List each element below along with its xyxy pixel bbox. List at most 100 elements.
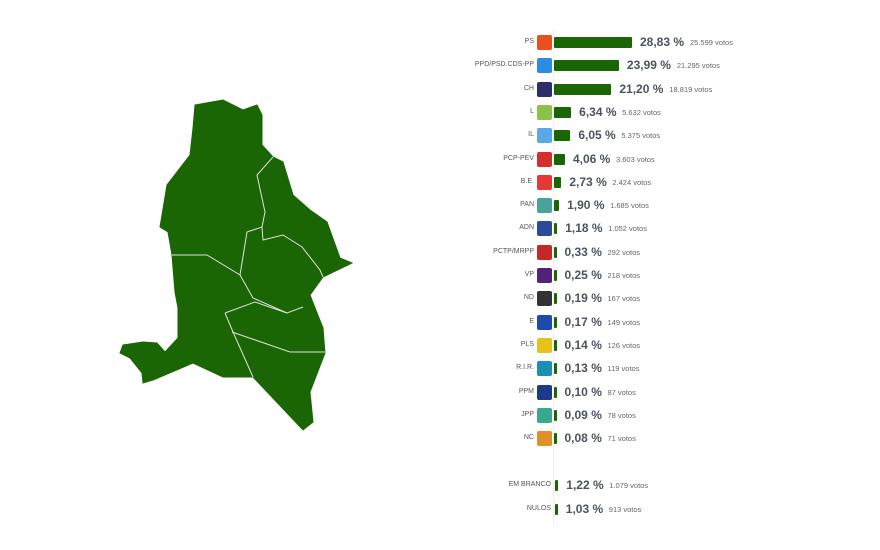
nd-logo-icon xyxy=(537,291,552,307)
party-row[interactable]: ND 0,19 % 167 votos xyxy=(0,290,880,308)
nc-logo-icon xyxy=(537,431,552,447)
result-bar xyxy=(554,83,612,95)
percent-label: 0,09 % xyxy=(564,407,602,422)
party-label: B.E. xyxy=(520,177,534,185)
party-label: PCTP/MRPP xyxy=(493,247,534,255)
party-row[interactable]: NC 0,08 % 71 votos xyxy=(0,430,880,448)
result-bar xyxy=(554,433,557,445)
percent-label: 0,14 % xyxy=(564,337,602,352)
volt-logo-icon xyxy=(537,268,552,283)
percent-label: 0,33 % xyxy=(564,244,602,259)
result-bar xyxy=(555,503,558,515)
result-bar xyxy=(554,176,562,188)
percent-label: 28,83 % xyxy=(640,35,685,49)
percent-label: 4,06 % xyxy=(572,151,611,166)
party-label: NULOS xyxy=(526,504,551,512)
party-label: PAN xyxy=(520,201,534,209)
percent-label: 0,17 % xyxy=(564,314,602,329)
votes-label: 18.819 votos xyxy=(669,84,713,94)
votes-label: 913 votos xyxy=(608,504,642,514)
votes-label: 5.375 votos xyxy=(621,131,661,141)
votes-label: 167 votos xyxy=(607,294,641,304)
party-label: R.I.R. xyxy=(516,364,534,372)
percent-label: 1,18 % xyxy=(565,221,603,236)
pls-logo-icon xyxy=(537,337,552,353)
party-row[interactable]: PAN 1,90 % 1.685 votos xyxy=(0,197,880,215)
party-label: L xyxy=(530,107,534,115)
result-bar xyxy=(554,223,558,235)
result-bar xyxy=(554,293,557,305)
il-logo-icon xyxy=(537,128,552,144)
votes-label: 71 votos xyxy=(607,434,636,444)
party-row[interactable]: B.E. 2,73 % 2.424 votos xyxy=(0,174,880,192)
party-row[interactable]: E 0,17 % 149 votos xyxy=(0,314,880,332)
percent-label: 1,03 % xyxy=(565,501,604,516)
party-row[interactable]: PPD/PSD.CDS-PP 23,99 % 21.295 votos xyxy=(0,57,880,75)
party-row[interactable]: JPP 0,09 % 78 votos xyxy=(0,407,880,425)
result-bar xyxy=(554,409,557,421)
votes-label: 292 votos xyxy=(607,247,641,257)
mrpp-logo-icon xyxy=(537,244,552,260)
rir-logo-icon xyxy=(537,361,552,377)
party-row[interactable]: R.I.R. 0,13 % 119 votos xyxy=(0,360,880,378)
party-label: NC xyxy=(523,434,534,442)
party-row[interactable]: CH 21,20 % 18.819 votos xyxy=(0,81,880,99)
votes-label: 21.295 votos xyxy=(676,61,720,71)
votes-label: 3.603 votos xyxy=(615,154,655,164)
party-label: PLS xyxy=(520,340,534,348)
votes-label: 1.052 votos xyxy=(608,224,647,234)
party-label: VP xyxy=(524,271,534,278)
ad-logo-icon xyxy=(537,58,552,74)
party-row[interactable]: ADN 1,18 % 1.052 votos xyxy=(0,220,880,238)
party-row[interactable]: EM BRANCO 1,22 % 1.079 votos xyxy=(0,477,880,495)
votes-label: 218 votos xyxy=(607,271,641,280)
party-label: ND xyxy=(523,294,534,302)
result-bar xyxy=(554,386,557,398)
votes-label: 5.632 votos xyxy=(622,107,661,117)
party-label: PPM xyxy=(518,387,534,395)
result-bar xyxy=(554,130,571,142)
party-label: PPD/PSD.CDS-PP xyxy=(474,61,534,69)
party-row[interactable]: PPM 0,10 % 87 votos xyxy=(0,384,880,402)
result-bar xyxy=(554,246,557,258)
votes-label: 1.685 votos xyxy=(610,201,649,211)
cdu-logo-icon xyxy=(537,151,552,167)
result-bar xyxy=(554,153,565,165)
percent-label: 21,20 % xyxy=(619,81,664,96)
party-label: PS xyxy=(524,38,534,45)
chega-logo-icon xyxy=(537,81,552,97)
result-bar xyxy=(554,200,560,212)
party-row[interactable]: VP 0,25 % 218 votos xyxy=(0,267,880,285)
parish-borders xyxy=(172,156,325,378)
pan-logo-icon xyxy=(537,198,552,214)
party-label: JPP xyxy=(521,410,534,418)
party-row[interactable]: PS 28,83 % 25.599 votos xyxy=(0,34,880,52)
be-star-icon xyxy=(537,174,552,190)
party-row[interactable]: IL 6,05 % 5.375 votos xyxy=(0,127,880,145)
votes-label: 149 votos xyxy=(607,317,641,327)
party-row[interactable]: PCTP/MRPP 0,33 % 292 votos xyxy=(0,244,880,262)
percent-label: 0,13 % xyxy=(564,361,602,376)
chart-axis-line xyxy=(553,30,554,525)
result-bar xyxy=(554,363,557,375)
ppm-logo-icon xyxy=(537,384,552,400)
party-row[interactable]: PCP-PEV 4,06 % 3.603 votos xyxy=(0,151,880,169)
votes-label: 78 votos xyxy=(607,410,636,420)
percent-label: 0,10 % xyxy=(564,384,602,399)
party-row[interactable]: L 6,34 % 5.632 votos xyxy=(0,104,880,122)
adn-logo-icon xyxy=(537,221,552,237)
ergue-te-logo-icon xyxy=(537,314,552,330)
party-row[interactable]: NULOS 1,03 % 913 votos xyxy=(0,501,880,519)
map-region-outline[interactable] xyxy=(119,99,354,431)
votes-label: 1.079 votos xyxy=(609,481,649,490)
percent-label: 0,25 % xyxy=(564,268,602,282)
party-row[interactable]: PLS 0,14 % 126 votos xyxy=(0,337,880,355)
percent-label: 6,34 % xyxy=(579,104,617,119)
result-bar xyxy=(554,60,619,72)
votes-label: 126 votos xyxy=(607,340,641,350)
party-label: ADN xyxy=(519,224,534,232)
result-bar xyxy=(554,270,557,281)
percent-label: 0,19 % xyxy=(564,291,602,306)
livre-logo-icon xyxy=(537,104,552,120)
